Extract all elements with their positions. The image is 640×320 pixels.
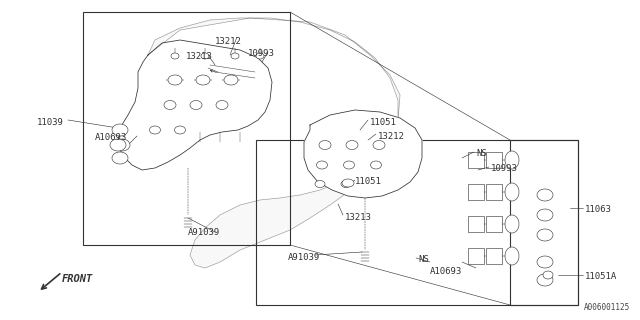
- Ellipse shape: [543, 271, 553, 279]
- Ellipse shape: [216, 100, 228, 109]
- Text: A91039: A91039: [288, 253, 320, 262]
- Ellipse shape: [315, 180, 325, 188]
- Polygon shape: [118, 40, 272, 170]
- Bar: [256, 140, 578, 305]
- Ellipse shape: [112, 124, 128, 136]
- Ellipse shape: [164, 100, 176, 109]
- Text: 11051: 11051: [370, 118, 397, 127]
- Text: NS: NS: [418, 255, 429, 264]
- Ellipse shape: [168, 75, 182, 85]
- Text: 11039: 11039: [37, 118, 64, 127]
- Polygon shape: [148, 18, 400, 268]
- Ellipse shape: [317, 161, 328, 169]
- Bar: [468, 152, 484, 168]
- Ellipse shape: [110, 139, 126, 151]
- Ellipse shape: [505, 183, 519, 201]
- Ellipse shape: [346, 140, 358, 149]
- Text: FRONT: FRONT: [62, 274, 93, 284]
- Ellipse shape: [319, 140, 331, 149]
- Bar: [83, 12, 290, 245]
- Ellipse shape: [341, 180, 351, 188]
- Ellipse shape: [114, 139, 130, 151]
- Ellipse shape: [373, 140, 385, 149]
- Ellipse shape: [201, 53, 209, 59]
- Ellipse shape: [537, 274, 553, 286]
- Text: A10693: A10693: [430, 267, 462, 276]
- Text: A91039: A91039: [188, 228, 220, 237]
- Text: 10993: 10993: [491, 164, 518, 173]
- Ellipse shape: [537, 189, 553, 201]
- Ellipse shape: [537, 229, 553, 241]
- Ellipse shape: [342, 179, 354, 187]
- Bar: [486, 152, 502, 168]
- Ellipse shape: [175, 126, 186, 134]
- Polygon shape: [304, 110, 422, 198]
- Text: NS: NS: [476, 149, 487, 158]
- Bar: [468, 184, 484, 200]
- Ellipse shape: [112, 152, 128, 164]
- Ellipse shape: [171, 53, 179, 59]
- Text: 11063: 11063: [585, 205, 612, 214]
- Text: 13213: 13213: [186, 52, 213, 61]
- Bar: [510, 140, 578, 305]
- Text: 13212: 13212: [215, 37, 242, 46]
- Bar: [468, 216, 484, 232]
- Ellipse shape: [537, 209, 553, 221]
- Text: 13213: 13213: [345, 213, 372, 222]
- Text: 13212: 13212: [378, 132, 405, 141]
- Ellipse shape: [150, 126, 161, 134]
- Ellipse shape: [371, 161, 381, 169]
- Bar: [468, 248, 484, 264]
- Ellipse shape: [344, 161, 355, 169]
- Text: A006001125: A006001125: [584, 303, 630, 312]
- Bar: [486, 184, 502, 200]
- Text: 11051A: 11051A: [585, 272, 617, 281]
- Text: 10993: 10993: [248, 49, 275, 58]
- Bar: [486, 248, 502, 264]
- Ellipse shape: [196, 75, 210, 85]
- Bar: [486, 216, 502, 232]
- Ellipse shape: [224, 75, 238, 85]
- Ellipse shape: [505, 215, 519, 233]
- Ellipse shape: [505, 247, 519, 265]
- Text: A10693: A10693: [95, 133, 127, 142]
- Text: 11051: 11051: [355, 177, 382, 186]
- Ellipse shape: [505, 151, 519, 169]
- Ellipse shape: [190, 100, 202, 109]
- Ellipse shape: [256, 53, 264, 59]
- Ellipse shape: [537, 256, 553, 268]
- Ellipse shape: [231, 53, 239, 59]
